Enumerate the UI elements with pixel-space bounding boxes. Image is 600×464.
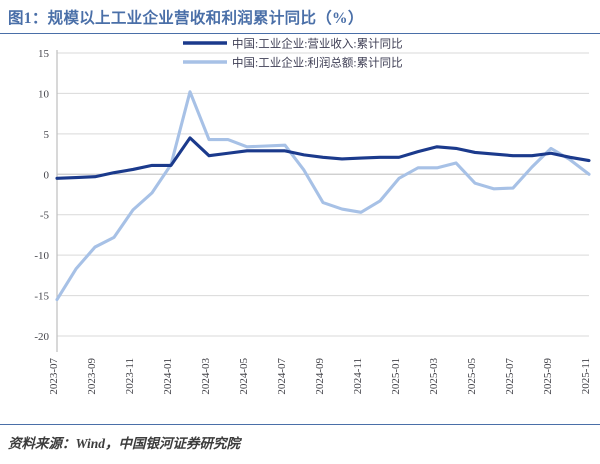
y-tick-label: 0	[44, 169, 50, 181]
chart-title-bar: 图1：规模以上工业企业营收和利润累计同比（%）	[0, 0, 600, 33]
x-tick-label: 2023-07	[48, 358, 60, 395]
y-tick-label: -20	[34, 331, 49, 343]
x-tick-label: 2025-11	[580, 358, 592, 394]
x-axis-tick-labels: 2023-07 2023-09 2023-11 2024-01 2024-03 2024-…	[48, 358, 592, 395]
title-divider	[0, 33, 600, 34]
source-note: 资料来源：Wind，中国银河证券研究院	[8, 436, 241, 451]
series-line	[55, 90, 591, 302]
x-tick-label: 2023-09	[86, 358, 98, 395]
plot-area: 15 10 5 0 -5 -10 -15 -20 2023-07 2023-09 2023-11 2…	[0, 34, 600, 424]
x-tick-label: 2024-03	[200, 358, 212, 395]
y-tick-label: -15	[34, 291, 49, 303]
x-tick-label: 2025-07	[504, 358, 516, 395]
x-tick-label: 2025-01	[390, 358, 402, 395]
y-tick-label: 10	[38, 88, 50, 100]
x-tick-label: 2024-01	[162, 358, 174, 395]
x-tick-label: 2025-09	[542, 358, 554, 395]
data-series	[55, 90, 591, 302]
x-tick-label: 2024-11	[352, 358, 364, 394]
x-tick-label: 2025-05	[466, 358, 478, 395]
y-axis-tick-labels: 15 10 5 0 -5 -10 -15 -20	[34, 48, 49, 343]
legend-label: 中国:工业企业:营业收入:累计同比	[232, 37, 403, 51]
y-tick-label: 15	[38, 48, 50, 60]
x-tick-label: 2023-11	[124, 358, 136, 394]
x-tick-label: 2024-09	[314, 358, 326, 395]
legend-label: 中国:工业企业:利润总额:累计同比	[232, 56, 403, 70]
x-tick-label: 2024-07	[276, 358, 288, 395]
x-tick-label: 2024-05	[238, 358, 250, 395]
y-tick-label: 5	[44, 129, 50, 141]
y-tick-label: -10	[34, 250, 49, 262]
x-tick-label: 2025-03	[428, 358, 440, 395]
page-title: 图1：规模以上工业企业营收和利润累计同比（%）	[8, 9, 364, 27]
gridlines	[57, 52, 589, 337]
y-tick-label: -5	[40, 210, 50, 222]
footer-divider	[0, 424, 600, 425]
series-line	[55, 136, 591, 180]
